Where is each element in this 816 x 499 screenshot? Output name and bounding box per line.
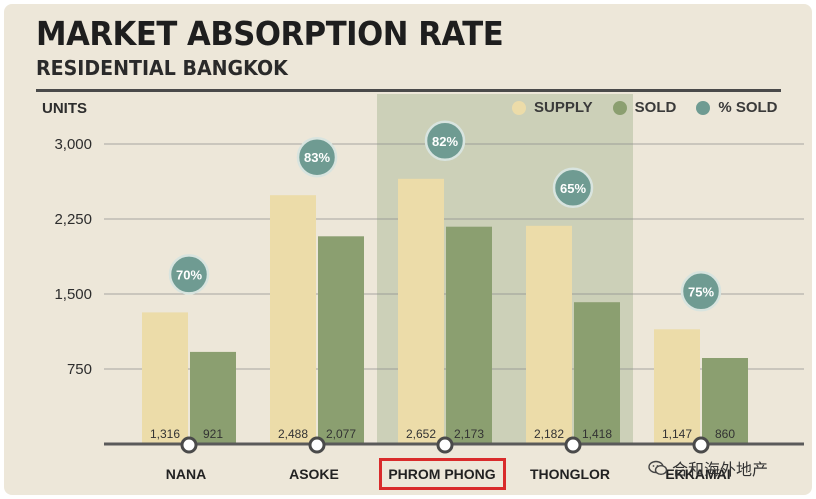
bar-sold-nana (190, 351, 236, 444)
percent-bubble-thonglor (552, 167, 594, 209)
data-label-supply-nana: 1,316 (150, 427, 180, 441)
bar-supply-asoke (270, 195, 316, 444)
data-label-sold-thonglor: 1,418 (582, 427, 612, 441)
percent-label-phrom-phong: 82% (432, 134, 458, 149)
legend-label-percent-sold: % SOLD (718, 99, 778, 116)
percent-bubble-phrom-phong (424, 120, 466, 162)
percent-bubble-asoke (296, 136, 338, 178)
y-axis-label: UNITS (42, 100, 87, 117)
percent-bubble-nana (168, 254, 210, 295)
bar-supply-nana (142, 312, 188, 444)
chart-subtitle: RESIDENTIAL BANGKOK (36, 56, 288, 80)
y-tick-1-500: 1,500 (54, 286, 92, 303)
data-label-supply-phrom-phong: 2,652 (406, 427, 436, 441)
percent-bubble-ekkamai (680, 271, 722, 312)
data-label-sold-nana: 921 (203, 427, 223, 441)
wechat-icon (648, 460, 668, 476)
legend-swatch-percent-sold (696, 100, 711, 115)
title-divider (36, 89, 781, 92)
percent-label-nana: 70% (176, 267, 202, 282)
data-label-sold-asoke: 2,077 (326, 427, 356, 441)
chart-legend: SUPPLY SOLD % SOLD (512, 99, 778, 116)
bar-sold-thonglor (574, 302, 620, 444)
data-label-sold-phrom-phong: 2,173 (454, 427, 484, 441)
bar-sold-asoke (318, 236, 364, 444)
bar-supply-thonglor (526, 225, 572, 444)
category-label-nana: NANA (165, 466, 207, 482)
axis-marker-nana (180, 436, 198, 454)
percent-label-thonglor: 65% (560, 181, 586, 196)
category-label-thonglor: THONGLOR (529, 466, 611, 482)
legend-item-percent-sold: % SOLD (696, 99, 778, 116)
chart-frame: MARKET ABSORPTION RATE RESIDENTIAL BANGK… (4, 4, 812, 495)
legend-swatch-sold (612, 100, 627, 115)
axis-marker-ekkamai (692, 436, 710, 454)
data-label-supply-asoke: 2,488 (278, 427, 308, 441)
y-tick-3-000: 3,000 (54, 136, 92, 153)
category-label-phrom-phong: PHROM PHONG (388, 466, 496, 482)
watermark: 合和海外地产 (648, 456, 768, 480)
bar-supply-phrom-phong (398, 178, 444, 445)
legend-label-sold: SOLD (634, 99, 677, 116)
axis-marker-asoke (308, 436, 326, 454)
bar-supply-ekkamai (654, 329, 700, 444)
bar-sold-ekkamai (702, 358, 748, 444)
chart-title: MARKET ABSORPTION RATE (36, 14, 504, 53)
data-label-sold-ekkamai: 860 (715, 427, 735, 441)
bar-sold-phrom-phong (446, 226, 492, 444)
highlight-box-phrom-phong (379, 458, 506, 490)
category-label-ekkamai: EKKAMAI (665, 466, 731, 482)
data-label-supply-ekkamai: 1,147 (662, 427, 692, 441)
legend-swatch-supply (512, 100, 526, 115)
y-tick-2-250: 2,250 (54, 211, 92, 228)
legend-item-sold: SOLD (612, 99, 677, 116)
axis-marker-phrom-phong (436, 436, 454, 454)
legend-label-supply: SUPPLY (534, 99, 593, 116)
axis-marker-thonglor (564, 436, 582, 454)
chart-plot-area: 750 1,500 2,250 3,000 1,316 921 70% 2,488 2,077 8… (54, 94, 804, 454)
category-label-asoke: ASOKE (289, 466, 339, 482)
data-label-supply-thonglor: 2,182 (534, 427, 564, 441)
percent-label-ekkamai: 75% (688, 284, 714, 299)
legend-item-supply: SUPPLY (512, 99, 593, 116)
y-tick-750: 750 (67, 361, 92, 378)
percent-label-asoke: 83% (304, 150, 330, 165)
watermark-text: 合和海外地产 (672, 462, 769, 479)
